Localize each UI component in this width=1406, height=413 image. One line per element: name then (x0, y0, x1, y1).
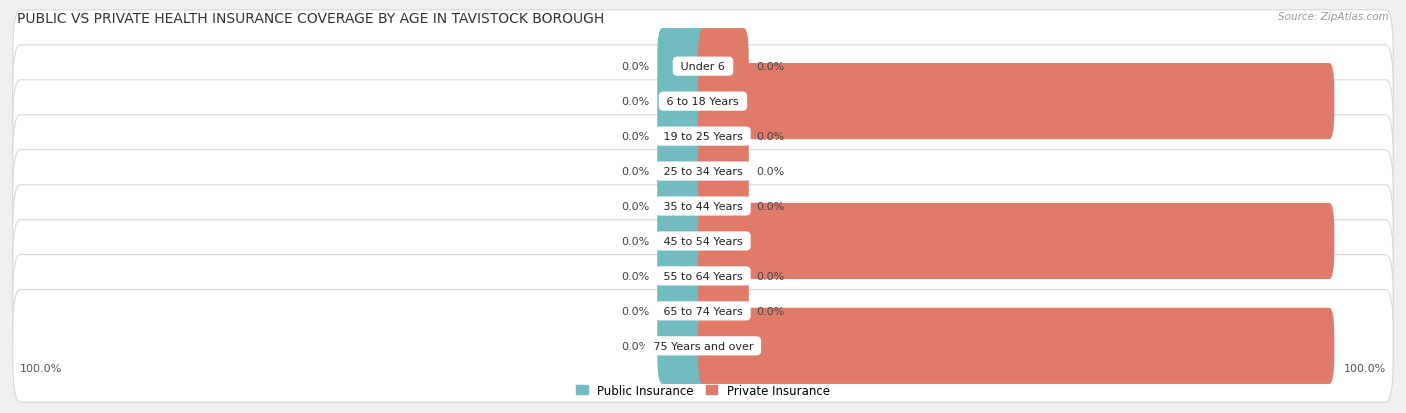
Text: 100.0%: 100.0% (1341, 341, 1388, 351)
Text: 0.0%: 0.0% (621, 271, 650, 281)
Text: 0.0%: 0.0% (621, 62, 650, 72)
Text: 0.0%: 0.0% (621, 202, 650, 211)
FancyBboxPatch shape (13, 46, 1393, 158)
Text: 100.0%: 100.0% (1343, 363, 1386, 373)
FancyBboxPatch shape (697, 134, 749, 210)
Text: 65 to 74 Years: 65 to 74 Years (659, 306, 747, 316)
Text: 0.0%: 0.0% (621, 132, 650, 142)
Text: 0.0%: 0.0% (756, 202, 785, 211)
FancyBboxPatch shape (657, 273, 709, 349)
Text: 0.0%: 0.0% (756, 306, 785, 316)
Text: 100.0%: 100.0% (1341, 236, 1388, 247)
Text: 0.0%: 0.0% (756, 166, 785, 177)
FancyBboxPatch shape (697, 308, 1334, 384)
Text: 55 to 64 Years: 55 to 64 Years (659, 271, 747, 281)
FancyBboxPatch shape (657, 308, 709, 384)
Text: 75 Years and over: 75 Years and over (650, 341, 756, 351)
FancyBboxPatch shape (697, 64, 1334, 140)
FancyBboxPatch shape (13, 150, 1393, 263)
Text: 0.0%: 0.0% (621, 166, 650, 177)
Legend: Public Insurance, Private Insurance: Public Insurance, Private Insurance (571, 379, 835, 401)
FancyBboxPatch shape (697, 29, 749, 105)
Text: 0.0%: 0.0% (621, 341, 650, 351)
Text: 6 to 18 Years: 6 to 18 Years (664, 97, 742, 107)
FancyBboxPatch shape (13, 290, 1393, 402)
FancyBboxPatch shape (657, 169, 709, 244)
FancyBboxPatch shape (13, 220, 1393, 332)
FancyBboxPatch shape (657, 238, 709, 314)
FancyBboxPatch shape (13, 255, 1393, 367)
Text: 0.0%: 0.0% (756, 271, 785, 281)
Text: Source: ZipAtlas.com: Source: ZipAtlas.com (1278, 12, 1389, 22)
FancyBboxPatch shape (13, 81, 1393, 193)
FancyBboxPatch shape (697, 99, 749, 175)
FancyBboxPatch shape (697, 273, 749, 349)
Text: 25 to 34 Years: 25 to 34 Years (659, 166, 747, 177)
FancyBboxPatch shape (657, 99, 709, 175)
FancyBboxPatch shape (657, 64, 709, 140)
FancyBboxPatch shape (657, 29, 709, 105)
FancyBboxPatch shape (13, 11, 1393, 123)
FancyBboxPatch shape (13, 185, 1393, 297)
Text: Under 6: Under 6 (678, 62, 728, 72)
Text: 45 to 54 Years: 45 to 54 Years (659, 236, 747, 247)
Text: PUBLIC VS PRIVATE HEALTH INSURANCE COVERAGE BY AGE IN TAVISTOCK BOROUGH: PUBLIC VS PRIVATE HEALTH INSURANCE COVER… (17, 12, 605, 26)
Text: 0.0%: 0.0% (621, 97, 650, 107)
FancyBboxPatch shape (13, 116, 1393, 228)
Text: 19 to 25 Years: 19 to 25 Years (659, 132, 747, 142)
Text: 0.0%: 0.0% (621, 236, 650, 247)
FancyBboxPatch shape (657, 203, 709, 279)
FancyBboxPatch shape (697, 238, 749, 314)
Text: 100.0%: 100.0% (1341, 97, 1388, 107)
Text: 0.0%: 0.0% (621, 306, 650, 316)
Text: 0.0%: 0.0% (756, 132, 785, 142)
FancyBboxPatch shape (697, 169, 749, 244)
FancyBboxPatch shape (697, 203, 1334, 279)
FancyBboxPatch shape (657, 134, 709, 210)
Text: 35 to 44 Years: 35 to 44 Years (659, 202, 747, 211)
Text: 100.0%: 100.0% (20, 363, 63, 373)
Text: 0.0%: 0.0% (756, 62, 785, 72)
